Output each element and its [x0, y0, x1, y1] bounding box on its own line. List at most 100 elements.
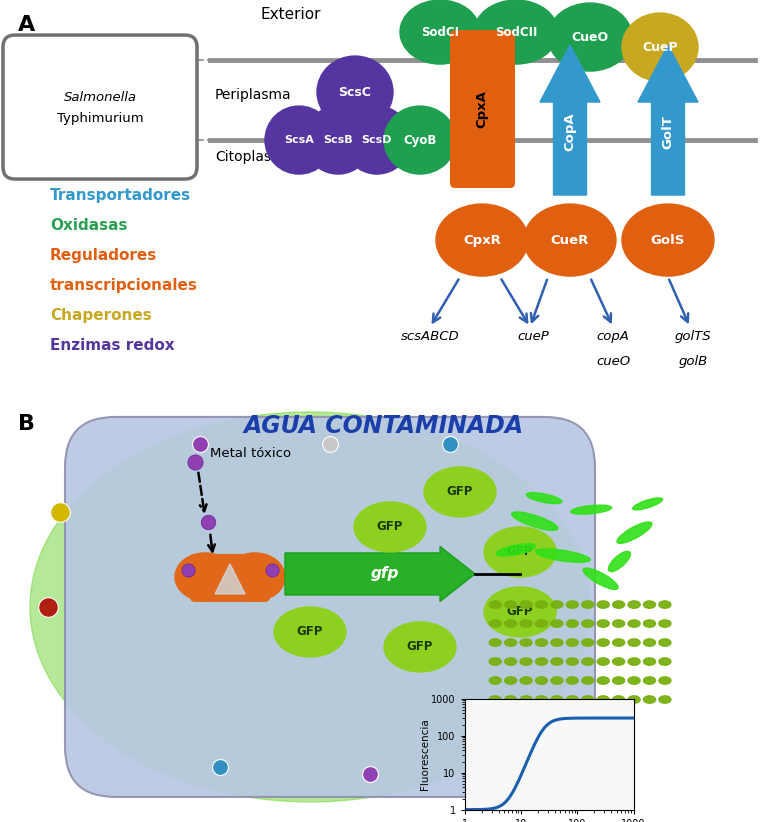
Polygon shape — [215, 564, 245, 594]
Text: GolT: GolT — [661, 115, 674, 149]
Circle shape — [598, 639, 609, 646]
Ellipse shape — [548, 3, 632, 71]
Text: Citoplasma: Citoplasma — [215, 150, 293, 164]
Circle shape — [535, 601, 548, 608]
Circle shape — [644, 639, 656, 646]
Circle shape — [613, 620, 624, 627]
Text: Periplasma: Periplasma — [215, 88, 292, 102]
Point — [54, 506, 66, 519]
Circle shape — [566, 677, 578, 684]
FancyBboxPatch shape — [3, 35, 197, 179]
Ellipse shape — [304, 106, 372, 174]
Circle shape — [644, 696, 656, 703]
Text: B: B — [18, 414, 35, 434]
Circle shape — [598, 677, 609, 684]
Circle shape — [551, 696, 563, 703]
Point — [364, 768, 376, 781]
Circle shape — [551, 658, 563, 665]
Y-axis label: Fluorescencia: Fluorescencia — [420, 718, 430, 790]
Text: GFP: GFP — [507, 606, 533, 618]
Ellipse shape — [535, 549, 591, 562]
Circle shape — [613, 601, 624, 608]
Ellipse shape — [436, 204, 528, 276]
Polygon shape — [638, 45, 698, 195]
Ellipse shape — [524, 204, 616, 276]
Text: Salmonella: Salmonella — [64, 90, 137, 104]
Ellipse shape — [343, 106, 411, 174]
Text: Oxidasas: Oxidasas — [50, 218, 127, 233]
Ellipse shape — [225, 553, 285, 601]
Text: CopA: CopA — [564, 113, 577, 151]
Circle shape — [582, 620, 594, 627]
Circle shape — [659, 696, 671, 703]
Circle shape — [520, 639, 532, 646]
Circle shape — [551, 677, 563, 684]
Circle shape — [598, 696, 609, 703]
Circle shape — [489, 620, 502, 627]
Ellipse shape — [583, 568, 618, 589]
Point — [41, 600, 54, 613]
Ellipse shape — [474, 0, 558, 64]
Text: CueP: CueP — [642, 40, 678, 53]
Text: Reguladores: Reguladores — [50, 247, 157, 262]
Text: Enzimas redox: Enzimas redox — [50, 338, 174, 353]
Point — [214, 760, 226, 774]
Circle shape — [566, 658, 578, 665]
Ellipse shape — [317, 56, 393, 128]
Ellipse shape — [30, 412, 590, 802]
Circle shape — [566, 601, 578, 608]
Circle shape — [659, 677, 671, 684]
Ellipse shape — [400, 0, 480, 64]
Circle shape — [551, 620, 563, 627]
Text: Typhimurium: Typhimurium — [57, 112, 144, 125]
FancyArrow shape — [285, 547, 475, 602]
Text: golTS: golTS — [674, 330, 711, 343]
Text: CpxR: CpxR — [463, 233, 501, 247]
Circle shape — [535, 620, 548, 627]
Text: GFP: GFP — [407, 640, 433, 653]
Text: A: A — [18, 15, 35, 35]
Text: AGUA CONTAMINADA: AGUA CONTAMINADA — [244, 414, 524, 438]
Point — [194, 437, 206, 450]
Text: transcripcionales: transcripcionales — [50, 278, 198, 293]
Point — [266, 563, 278, 576]
Point — [324, 437, 336, 450]
Circle shape — [582, 677, 594, 684]
Ellipse shape — [511, 512, 558, 530]
Point — [189, 455, 201, 469]
Ellipse shape — [384, 106, 456, 174]
Ellipse shape — [633, 498, 663, 510]
Circle shape — [628, 601, 640, 608]
Circle shape — [520, 620, 532, 627]
Circle shape — [566, 696, 578, 703]
Circle shape — [659, 620, 671, 627]
Circle shape — [644, 620, 656, 627]
Circle shape — [582, 639, 594, 646]
Ellipse shape — [384, 622, 456, 672]
Text: ScsB: ScsB — [323, 135, 353, 145]
Text: SodCII: SodCII — [495, 25, 537, 39]
Circle shape — [489, 696, 502, 703]
Circle shape — [520, 601, 532, 608]
Circle shape — [551, 639, 563, 646]
Circle shape — [613, 639, 624, 646]
Circle shape — [520, 677, 532, 684]
Circle shape — [566, 620, 578, 627]
Ellipse shape — [571, 505, 611, 515]
Text: cueO: cueO — [596, 355, 630, 368]
Circle shape — [613, 677, 624, 684]
Text: CpxA: CpxA — [475, 90, 488, 128]
Circle shape — [505, 639, 517, 646]
Text: ScsD: ScsD — [362, 135, 392, 145]
Text: Transportadores: Transportadores — [50, 187, 191, 202]
Circle shape — [628, 620, 640, 627]
Circle shape — [520, 696, 532, 703]
Circle shape — [582, 696, 594, 703]
Circle shape — [505, 658, 517, 665]
Circle shape — [535, 677, 548, 684]
Ellipse shape — [274, 607, 346, 657]
Text: GFP: GFP — [377, 520, 403, 533]
Point — [444, 437, 456, 450]
Text: GolS: GolS — [650, 233, 685, 247]
Circle shape — [613, 696, 624, 703]
